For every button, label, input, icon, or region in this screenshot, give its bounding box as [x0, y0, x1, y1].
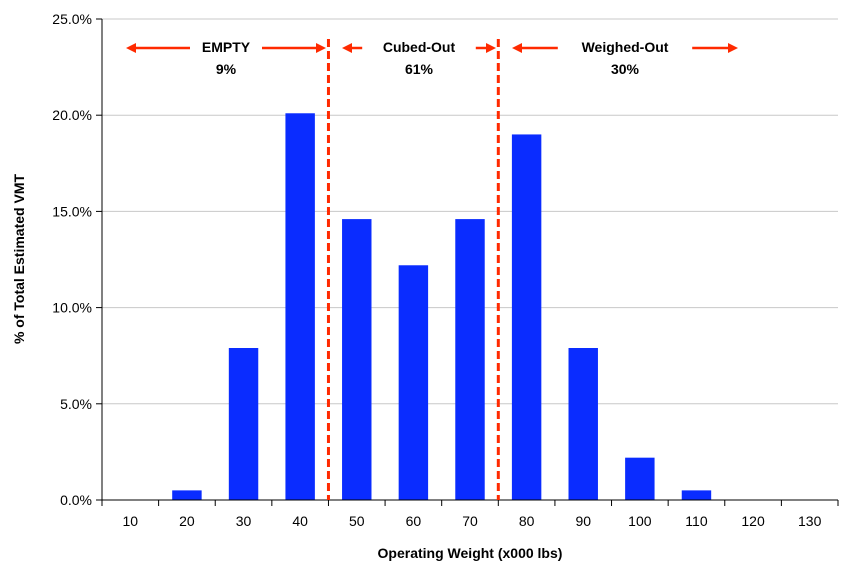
x-tick-label: 40 — [292, 513, 308, 529]
x-tick-label: 120 — [741, 513, 765, 529]
region-empty: EMPTY 9% — [126, 39, 326, 77]
bar-30 — [228, 348, 259, 500]
x-tick-label: 100 — [628, 513, 652, 529]
region-weighed-out: Weighed-Out 30% — [512, 39, 738, 77]
region-percent: 61% — [405, 61, 434, 77]
bar-90 — [568, 348, 598, 500]
region-arrow-head-left — [342, 43, 352, 53]
region-arrow-head-left — [512, 43, 522, 53]
bar-80 — [511, 134, 542, 500]
y-tick-label: 0.0% — [60, 492, 92, 508]
y-tick-label: 25.0% — [52, 11, 92, 27]
x-tick-label: 60 — [406, 513, 422, 529]
x-tick-label: 70 — [462, 513, 478, 529]
axes — [96, 18, 839, 506]
x-tick-label: 90 — [575, 513, 591, 529]
region-dividers — [326, 39, 500, 500]
y-tick-label: 5.0% — [60, 396, 92, 412]
x-tick-label: 30 — [236, 513, 252, 529]
gridlines — [102, 18, 838, 405]
bar-110 — [681, 490, 712, 500]
bar-50 — [342, 219, 372, 500]
region-arrow-head-right — [486, 43, 496, 53]
region-label: Cubed-Out — [383, 39, 456, 55]
y-tick-label: 15.0% — [52, 203, 92, 219]
bar-60 — [398, 265, 429, 500]
region-arrow-head-right — [316, 43, 326, 53]
x-tick-label: 10 — [123, 513, 139, 529]
y-tick-labels: 0.0% 5.0% 10.0% 15.0% 20.0% 25.0% — [52, 11, 92, 508]
x-tick-label: 50 — [349, 513, 365, 529]
x-tick-label: 130 — [798, 513, 822, 529]
region-percent: 30% — [611, 61, 640, 77]
region-arrow-head-right — [728, 43, 738, 53]
x-tick-label: 20 — [179, 513, 195, 529]
bar-40 — [285, 113, 315, 500]
region-cubed-out: Cubed-Out 61% — [342, 39, 496, 77]
region-label: EMPTY — [202, 39, 251, 55]
x-tick-labels: 10 20 30 40 50 60 70 80 90 100 110 120 130 — [123, 513, 822, 529]
x-tick-label: 80 — [519, 513, 535, 529]
y-tick-label: 20.0% — [52, 107, 92, 123]
bars — [172, 113, 712, 500]
region-label: Weighed-Out — [582, 39, 669, 55]
bar-20 — [172, 490, 202, 500]
bar-100 — [625, 457, 655, 500]
bar-70 — [455, 219, 485, 500]
region-arrow-head-left — [126, 43, 136, 53]
x-axis-title: Operating Weight (x000 lbs) — [378, 545, 563, 561]
region-annotations: EMPTY 9% Cubed-Out 61% Weighed-Out 30% — [126, 39, 738, 77]
region-percent: 9% — [216, 61, 237, 77]
y-axis-title: % of Total Estimated VMT — [11, 174, 27, 345]
y-tick-label: 10.0% — [52, 300, 92, 316]
x-tick-label: 110 — [685, 513, 708, 529]
